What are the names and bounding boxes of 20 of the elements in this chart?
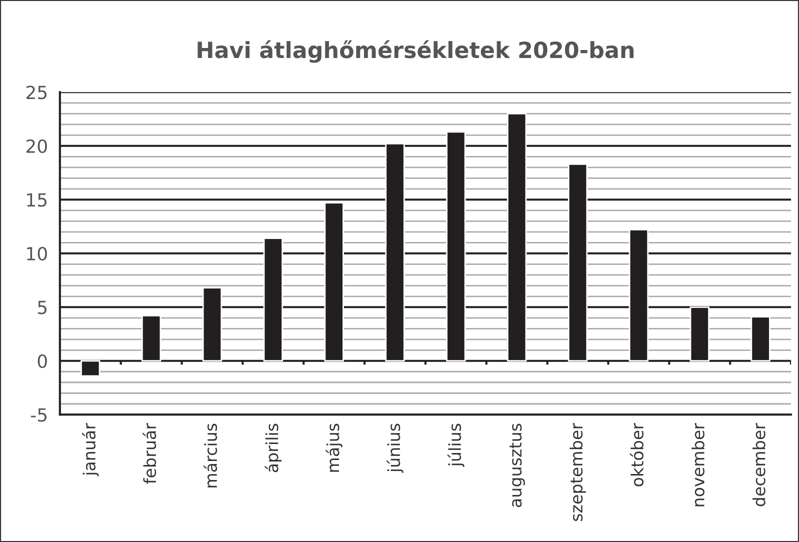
x-tick-label: november bbox=[692, 422, 704, 506]
y-tick-label: 20 bbox=[26, 139, 47, 154]
x-tick-label: október bbox=[630, 422, 644, 486]
x-tick-label: július bbox=[448, 424, 464, 467]
y-tick-label: 10 bbox=[27, 246, 47, 260]
x-tick-label: december bbox=[752, 422, 766, 506]
chart-title: Havi átlaghőmérsékletek 2020-ban bbox=[198, 40, 634, 63]
y-tick-label: 5 bbox=[38, 300, 47, 314]
x-tick-label: április bbox=[264, 424, 282, 472]
x-tick-label: június bbox=[386, 424, 404, 473]
y-tick-label: 25 bbox=[26, 86, 47, 100]
y-tick-label: 15 bbox=[27, 193, 47, 207]
y-tick-label: 0 bbox=[38, 354, 47, 368]
x-tick-label: január bbox=[82, 422, 99, 476]
x-tick-label: március bbox=[204, 424, 218, 488]
x-tick-label: szeptember bbox=[570, 422, 586, 522]
y-tick-label: -5 bbox=[31, 408, 47, 422]
x-tick-label: február bbox=[142, 422, 156, 484]
x-tick-label: május bbox=[326, 424, 342, 472]
x-tick-label: augusztus bbox=[510, 424, 525, 508]
